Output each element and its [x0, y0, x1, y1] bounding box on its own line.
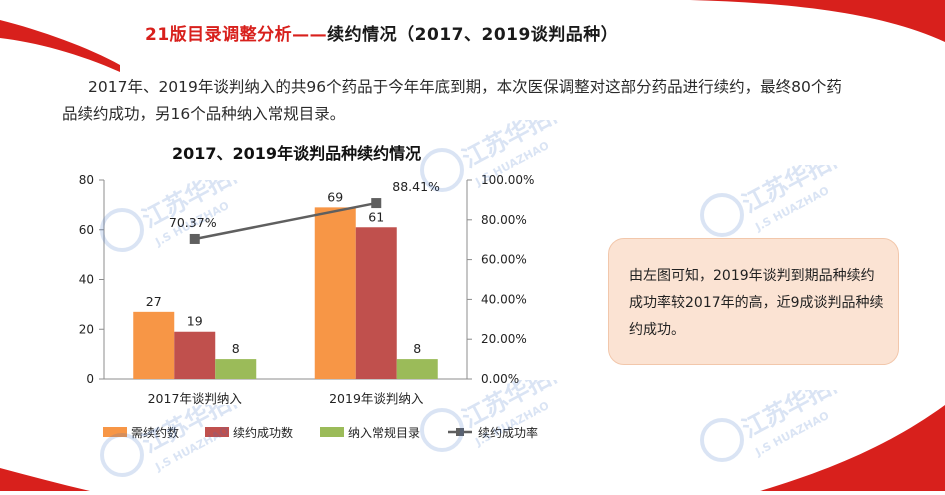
legend-label: 续约成功数	[233, 425, 293, 440]
y2-tick-label: 80.00%	[481, 213, 527, 227]
intro-paragraph: 2017年、2019年谈判纳入的共96个药品于今年年底到期，本次医保调整对这部分…	[62, 74, 922, 128]
legend-line-marker	[456, 428, 464, 436]
y-tick-label: 40	[79, 273, 94, 287]
bar-data-label: 19	[187, 314, 203, 329]
rate-data-label: 70.37%	[169, 215, 217, 230]
bar	[396, 359, 438, 379]
slide-title-highlight: 21版目录调整分析——	[145, 25, 328, 45]
rate-data-label: 88.41%	[392, 179, 440, 194]
y-tick-label: 0	[86, 372, 94, 386]
rate-marker	[371, 198, 382, 209]
bar	[133, 311, 175, 379]
bar	[215, 359, 257, 379]
bar-data-label: 8	[232, 341, 240, 356]
y2-tick-label: 0.00%	[481, 372, 519, 386]
bar	[355, 227, 397, 379]
y2-tick-label: 60.00%	[481, 253, 527, 267]
bar	[174, 331, 216, 379]
bar-data-label: 61	[368, 209, 384, 224]
legend-label: 纳入常规目录	[348, 425, 420, 440]
chart-title: 2017、2019年谈判品种续约情况	[172, 144, 422, 163]
y2-tick-label: 100.00%	[481, 173, 534, 187]
x-tick-label: 2019年谈判纳入	[329, 391, 424, 406]
bar	[314, 207, 356, 379]
x-tick-label: 2017年谈判纳入	[148, 391, 243, 406]
bar-data-label: 27	[146, 294, 162, 309]
legend-swatch	[205, 427, 229, 437]
rate-line	[194, 201, 377, 241]
legend-label: 需续约数	[131, 425, 179, 440]
y-tick-label: 20	[79, 322, 94, 336]
y2-tick-label: 20.00%	[481, 332, 527, 346]
legend-swatch	[320, 427, 344, 437]
callout-text: 由左图可知，2019年谈判到期品种续约成功率较2017年的高，近9成谈判品种续约…	[629, 268, 884, 338]
rate-marker	[189, 233, 200, 244]
legend-label: 续约成功率	[478, 425, 538, 440]
bar-data-label: 69	[327, 189, 343, 204]
y-tick-label: 80	[79, 173, 94, 187]
intro-line-2: 品续约成功，另16个品种纳入常规目录。	[62, 105, 346, 123]
y-tick-label: 60	[79, 223, 94, 237]
y2-tick-label: 40.00%	[481, 292, 527, 306]
slide-title-rest: 续约情况（2017、2019谈判品种）	[327, 25, 619, 45]
bar-data-label: 8	[413, 341, 421, 356]
slide-title: 21版目录调整分析——续约情况（2017、2019谈判品种）	[145, 20, 618, 45]
legend-swatch	[103, 427, 127, 437]
conclusion-callout: 由左图可知，2019年谈判到期品种续约成功率较2017年的高，近9成谈判品种续约…	[608, 238, 899, 365]
intro-line-1: 2017年、2019年谈判纳入的共96个药品于今年年底到期，本次医保调整对这部分…	[88, 78, 842, 96]
